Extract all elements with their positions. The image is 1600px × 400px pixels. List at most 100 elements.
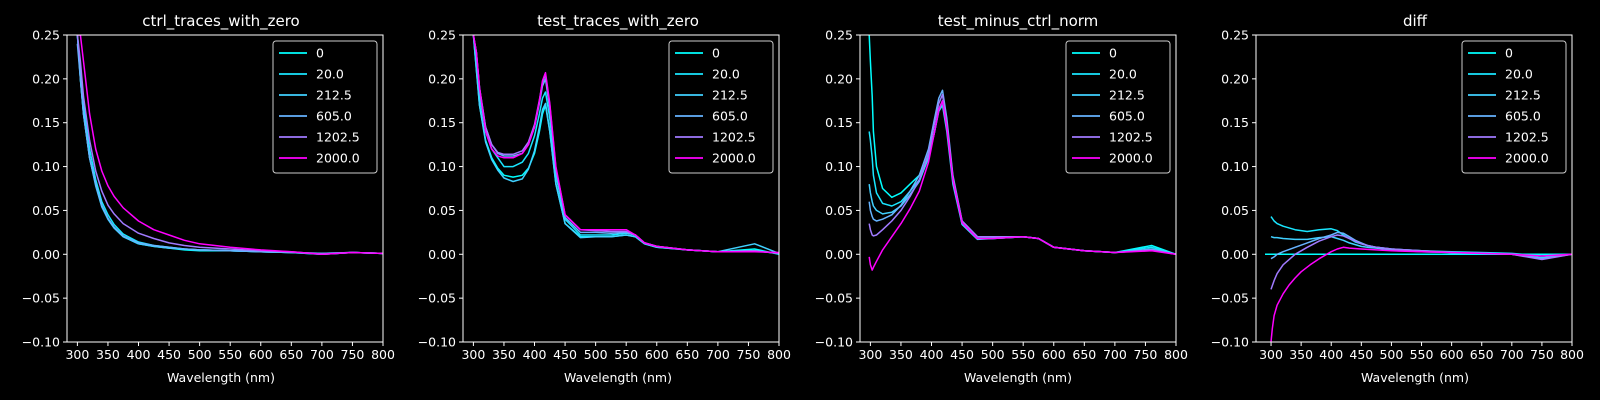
legend: 0 20.0 212.5 605.0 1202.5 2000.0 [272, 40, 378, 174]
y-tick-label: 0.10 [428, 159, 456, 174]
x-tick-label: 750 [737, 347, 761, 362]
x-tick-label: 300 [461, 347, 485, 362]
x-tick-label: 400 [1319, 347, 1343, 362]
y-tick-label: 0.25 [428, 28, 456, 43]
panel-ctrl-traces: ctrl_traces_with_zero Wavelength (nm) 30… [22, 12, 395, 385]
y-tick-label: 0.15 [428, 115, 456, 130]
x-tick-label: 300 [858, 347, 882, 362]
y-tick-label: −0.10 [22, 335, 60, 350]
y-tick-label: 0.25 [32, 28, 60, 43]
y-tick-label: 0.00 [1221, 247, 1249, 262]
legend: 0 20.0 212.5 605.0 1202.5 2000.0 [668, 40, 774, 174]
x-tick-label: 450 [950, 347, 974, 362]
x-tick-label: 450 [1349, 347, 1373, 362]
x-tick-label: 700 [706, 347, 730, 362]
x-tick-label: 800 [1164, 347, 1188, 362]
panel-title: ctrl_traces_with_zero [142, 12, 299, 31]
y-tick-label: 0.05 [32, 203, 60, 218]
x-tick-label: 350 [889, 347, 913, 362]
x-tick-label: 550 [218, 347, 242, 362]
x-tick-label: 400 [920, 347, 944, 362]
legend-label: 212.5 [1505, 88, 1541, 103]
x-tick-label: 750 [1530, 347, 1554, 362]
y-tick-label: −0.10 [815, 335, 853, 350]
y-tick-label: 0.10 [825, 159, 853, 174]
legend-label: 20.0 [712, 67, 740, 82]
y-tick-label: 0.20 [32, 71, 60, 86]
y-tick-label: 0.00 [32, 247, 60, 262]
y-tick-label: 0.15 [825, 115, 853, 130]
series-group [1265, 216, 1572, 342]
x-tick-label: 650 [1072, 347, 1096, 362]
y-tick-label: 0.15 [32, 115, 60, 130]
x-tick-label: 500 [1379, 347, 1403, 362]
y-tick-label: 0.05 [825, 203, 853, 218]
legend-label: 0 [712, 46, 720, 61]
axes-frame [1255, 34, 1573, 343]
x-tick-label: 300 [1259, 347, 1283, 362]
x-tick-label: 700 [1103, 347, 1127, 362]
x-tick-label: 550 [614, 347, 638, 362]
legend-label: 1202.5 [1505, 130, 1549, 145]
legend: 0 20.0 212.5 605.0 1202.5 2000.0 [1065, 40, 1171, 174]
legend-label: 2000.0 [1505, 151, 1549, 166]
legend-label: 2000.0 [316, 151, 360, 166]
x-axis-label: Wavelength (nm) [1361, 370, 1469, 385]
y-tick-label: 0.25 [1221, 28, 1249, 43]
y-tick-label: 0.15 [1221, 115, 1249, 130]
legend-label: 212.5 [1109, 88, 1145, 103]
series-line-605-0 [76, 43, 383, 255]
x-axis-label: Wavelength (nm) [564, 370, 672, 385]
x-tick-label: 500 [188, 347, 212, 362]
axes-frame [66, 34, 384, 343]
x-tick-label: 650 [279, 347, 303, 362]
panel-title: test_minus_ctrl_norm [938, 12, 1099, 31]
legend-label: 1202.5 [316, 130, 360, 145]
x-tick-label: 700 [1500, 347, 1524, 362]
legend-label: 1202.5 [712, 130, 756, 145]
y-tick-label: −0.10 [1211, 335, 1249, 350]
series-line-212-5 [472, 35, 779, 255]
y-tick-label: −0.05 [1211, 291, 1249, 306]
legend-label: 20.0 [1109, 67, 1137, 82]
y-tick-label: −0.05 [815, 291, 853, 306]
axes-frame [859, 34, 1177, 343]
legend-label: 0 [1505, 46, 1513, 61]
x-tick-label: 800 [1560, 347, 1584, 362]
series-line-2000-0 [77, 35, 383, 256]
x-axis-label: Wavelength (nm) [167, 370, 275, 385]
x-tick-label: 800 [371, 347, 395, 362]
y-tick-label: 0.05 [1221, 203, 1249, 218]
y-tick-label: 0.25 [825, 28, 853, 43]
legend-label: 2000.0 [1109, 151, 1153, 166]
y-tick-label: −0.05 [22, 291, 60, 306]
legend: 0 20.0 212.5 605.0 1202.5 2000.0 [1461, 40, 1567, 174]
x-tick-label: 500 [584, 347, 608, 362]
legend-label: 605.0 [712, 109, 748, 124]
x-tick-label: 700 [310, 347, 334, 362]
series-line-2000-0 [1270, 246, 1572, 342]
x-tick-label: 550 [1011, 347, 1035, 362]
y-tick-label: 0.20 [1221, 71, 1249, 86]
y-tick-label: 0.20 [428, 71, 456, 86]
panel-diff: diff Wavelength (nm) 300 350 400 450 500 550 6… [1211, 12, 1584, 385]
legend-label: 1202.5 [1109, 130, 1153, 145]
x-tick-label: 300 [65, 347, 89, 362]
x-axis-label: Wavelength (nm) [964, 370, 1072, 385]
x-tick-label: 600 [249, 347, 273, 362]
x-tick-label: 650 [1470, 347, 1494, 362]
x-tick-label: 350 [96, 347, 120, 362]
x-tick-label: 500 [981, 347, 1005, 362]
panel-test-minus-ctrl: test_minus_ctrl_norm Wavelength (nm) 300… [815, 12, 1188, 385]
x-tick-label: 350 [492, 347, 516, 362]
y-tick-label: −0.10 [418, 335, 456, 350]
x-tick-label: 450 [553, 347, 577, 362]
legend-label: 20.0 [316, 67, 344, 82]
series-line-2000-0 [868, 100, 1176, 271]
x-tick-label: 650 [675, 347, 699, 362]
y-tick-label: 0.00 [825, 247, 853, 262]
x-tick-label: 600 [1440, 347, 1464, 362]
panel-title: test_traces_with_zero [537, 12, 699, 31]
